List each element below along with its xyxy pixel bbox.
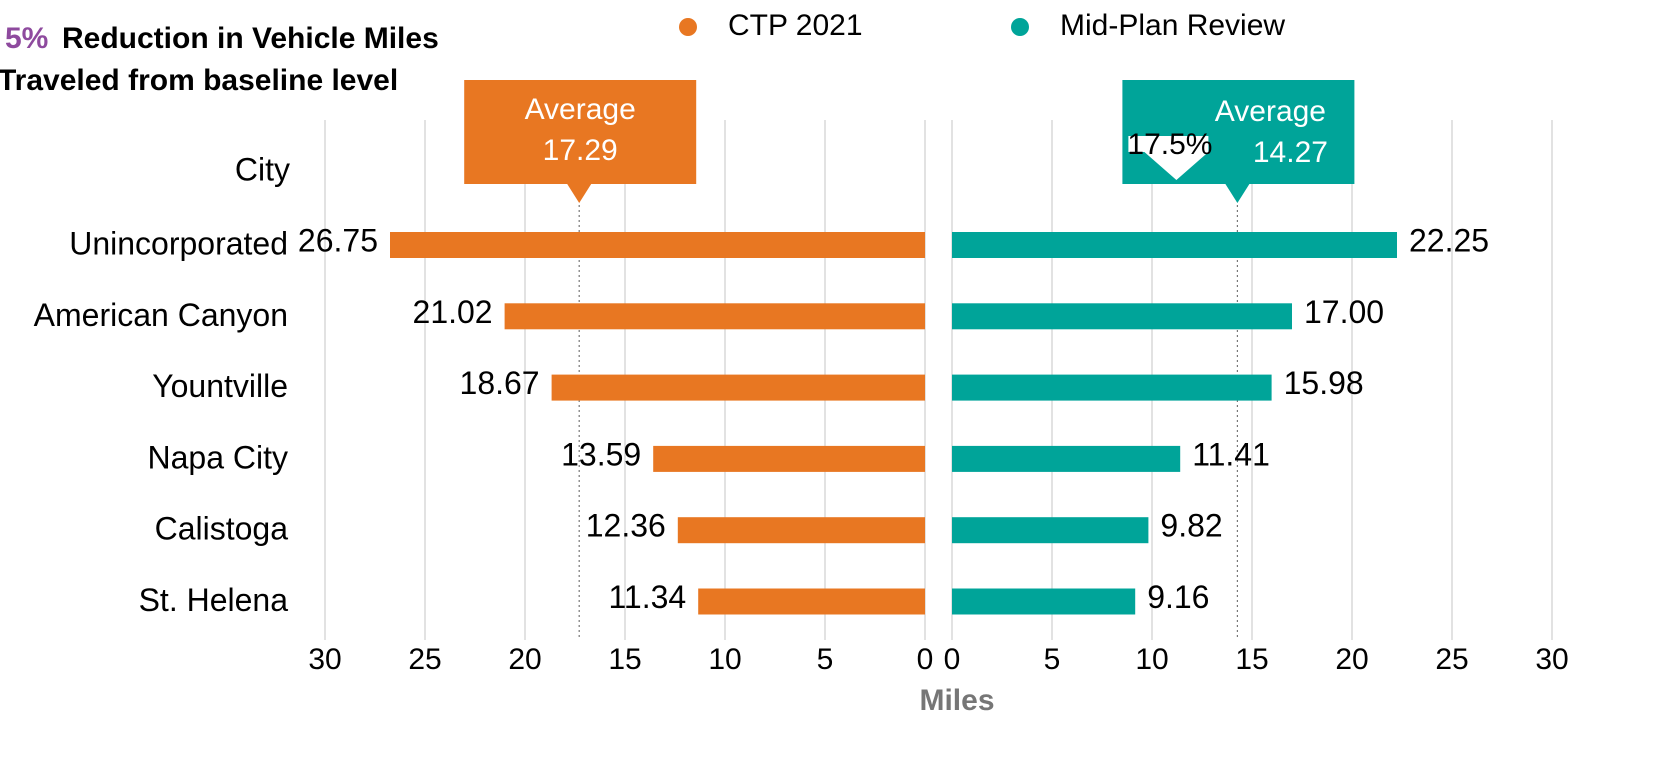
title: Reduction in Vehicle Miles (62, 22, 439, 55)
value-label: 9.82 (1160, 508, 1222, 544)
legend-label: CTP 2021 (728, 9, 863, 42)
legend-marker (1011, 18, 1029, 36)
x-tick-label: 0 (917, 643, 934, 676)
value-label: 9.16 (1147, 579, 1209, 615)
average-title: Average (1215, 95, 1326, 128)
title: Traveled from baseline level (0, 64, 398, 97)
average-title: Average (525, 93, 636, 126)
legend-label: Mid-Plan Review (1060, 9, 1285, 42)
value-label: 11.41 (1192, 436, 1270, 472)
x-tick-label: 15 (608, 643, 641, 676)
callout (464, 80, 697, 203)
bar (504, 303, 925, 330)
x-tick-label: 5 (1044, 643, 1061, 676)
average-value: 17.29 (543, 134, 618, 167)
x-tick-label: 30 (308, 643, 341, 676)
x-tick-label: 5 (817, 643, 834, 676)
x-tick-label: 30 (1535, 643, 1568, 676)
bar (698, 588, 925, 615)
category-label: American Canyon (34, 297, 288, 333)
bar (551, 374, 925, 401)
change-label: 17.5% (1127, 128, 1212, 161)
value-label: 18.67 (460, 365, 540, 401)
legend-marker (679, 18, 697, 36)
category-label: Calistoga (155, 511, 289, 547)
x-axis-label: Miles (919, 684, 994, 717)
bar (653, 445, 925, 472)
x-tick-label: 0 (944, 643, 961, 676)
bar (952, 303, 1292, 330)
bar (952, 232, 1397, 258)
value-label: 11.34 (608, 579, 686, 615)
value-label: 17.00 (1304, 294, 1384, 330)
bar (952, 445, 1181, 472)
category-label: Yountville (152, 368, 288, 404)
x-tick-label: 20 (508, 643, 541, 676)
title-highlight: 5% (5, 22, 48, 55)
bar (952, 374, 1272, 401)
x-tick-label: 15 (1235, 643, 1268, 676)
x-tick-label: 10 (1135, 643, 1168, 676)
value-label: 26.75 (298, 222, 378, 258)
category-label: Napa City (148, 439, 289, 475)
value-label: 21.02 (413, 294, 493, 330)
value-label: 12.36 (586, 508, 666, 544)
x-tick-label: 25 (408, 643, 441, 676)
category-label: St. Helena (139, 582, 289, 618)
bar (952, 588, 1136, 615)
bar (952, 517, 1149, 544)
change-arrow (1128, 136, 1209, 180)
x-tick-label: 10 (708, 643, 741, 676)
value-label: 22.25 (1409, 222, 1489, 258)
value-label: 15.98 (1284, 365, 1364, 401)
x-tick-label: 20 (1335, 643, 1368, 676)
x-tick-label: 25 (1435, 643, 1468, 676)
category-header: City (235, 151, 290, 187)
value-label: 13.59 (561, 436, 641, 472)
category-label: Unincorporated (69, 225, 288, 261)
average-value: 14.27 (1253, 136, 1328, 169)
bar (390, 232, 925, 258)
bar (677, 517, 925, 544)
